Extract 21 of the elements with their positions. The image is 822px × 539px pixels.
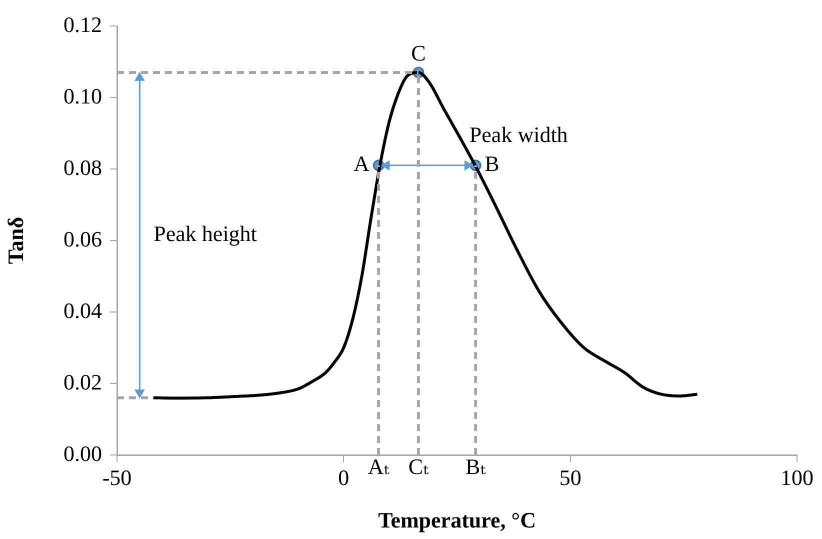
y-tick-label: 0.00 [64, 440, 102, 466]
y-tick-label: 0.10 [64, 83, 102, 108]
y-tick-label: 0.08 [64, 154, 102, 180]
x-axis-title: Temperature, °C [378, 507, 536, 532]
y-tick-label: 0.04 [64, 298, 102, 323]
y-tick-label: 0.12 [64, 12, 102, 37]
annotation: Bₜ [466, 454, 486, 479]
annotation: Cₜ [408, 454, 430, 479]
x-tick-label: -50 [102, 464, 132, 490]
y-tick-label: 0.06 [64, 226, 102, 252]
annotation: B [484, 151, 500, 176]
annotation: Peak height [154, 220, 257, 246]
y-tick-label: 0.02 [64, 369, 102, 394]
x-tick-label: 100 [780, 464, 814, 490]
annotation: A [354, 151, 370, 176]
x-tick-label: 50 [559, 464, 582, 490]
annotation: Aₜ [368, 454, 390, 479]
x-tick-label: 0 [338, 464, 350, 490]
y-axis-title: Tanδ [2, 216, 28, 264]
annotation: C [411, 40, 426, 66]
annotation: Peak width [469, 122, 568, 148]
